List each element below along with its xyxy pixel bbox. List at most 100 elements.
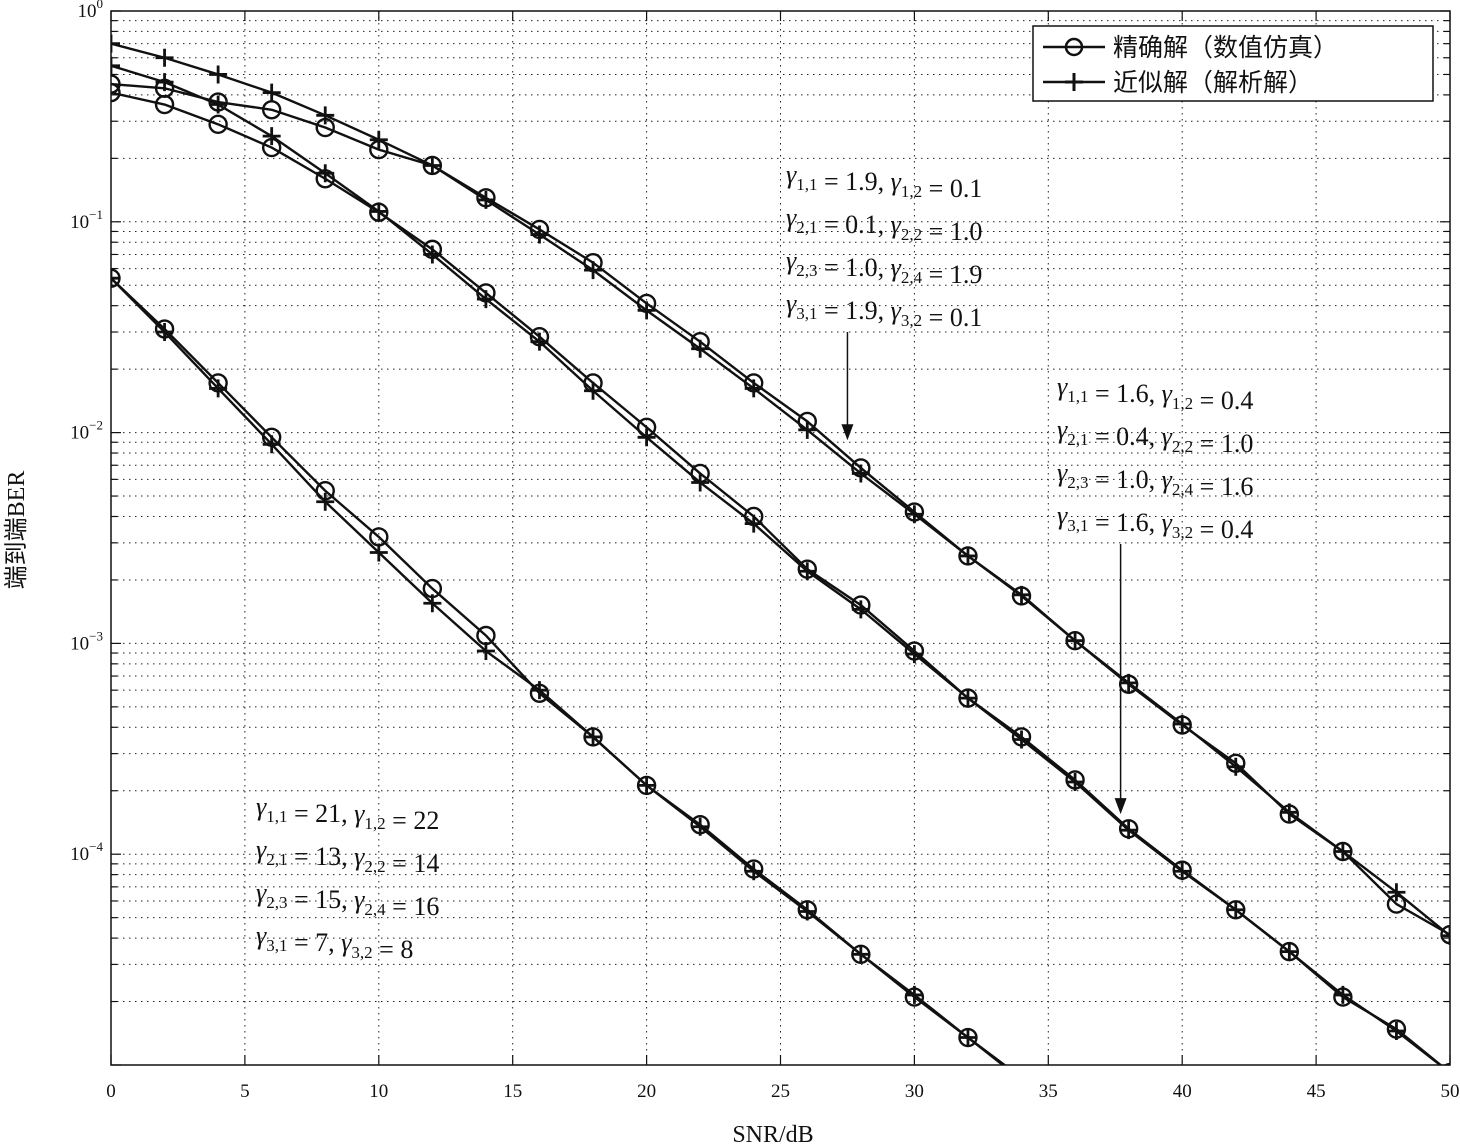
point-plus <box>905 985 924 1004</box>
x-tick-label: 10 <box>369 1081 388 1102</box>
series-C-circle <box>111 268 1030 1086</box>
point-plus <box>637 776 656 795</box>
x-tick-label: 45 <box>1307 1081 1326 1102</box>
point-plus <box>1066 631 1085 650</box>
point-plus <box>1226 900 1245 919</box>
point-plus <box>637 428 656 447</box>
point-plus <box>1280 803 1299 822</box>
annotation-line: γ2,1 = 13, γ2,2 = 14 <box>256 835 439 878</box>
point-plus <box>1119 673 1138 692</box>
point-plus <box>476 290 495 309</box>
point-plus <box>1387 1021 1406 1040</box>
point-plus <box>155 73 174 92</box>
x-tick-label: 0 <box>106 1081 116 1102</box>
y-tick-label: 10−1 <box>70 207 103 233</box>
grid <box>111 11 1450 1065</box>
point-circle <box>208 114 228 135</box>
point-plus <box>584 727 603 746</box>
point-plus <box>1173 714 1192 733</box>
point-plus <box>744 379 763 398</box>
point-plus <box>691 817 710 836</box>
point-plus <box>369 543 388 562</box>
legend-circle-marker <box>1064 37 1084 57</box>
point-plus <box>1387 883 1406 902</box>
point-circle <box>1013 1069 1030 1086</box>
y-tick-label: 100 <box>78 0 104 22</box>
point-plus <box>209 379 228 398</box>
point-plus <box>958 1028 977 1047</box>
point-plus <box>369 130 388 149</box>
point-plus <box>1226 757 1245 776</box>
series-B-plus <box>111 56 1450 1065</box>
point-plus <box>1333 842 1352 861</box>
point-plus <box>1119 821 1138 840</box>
point-plus <box>1012 585 1031 604</box>
annotation-line: γ2,3 = 15, γ2,4 = 16 <box>256 878 439 921</box>
point-plus <box>1173 862 1192 881</box>
point-plus <box>1066 773 1085 792</box>
y-tick-label: 10−2 <box>70 418 103 444</box>
series-C-plus <box>111 269 1005 1065</box>
y-tick-label: 10−4 <box>70 839 103 865</box>
point-plus <box>262 435 281 454</box>
point-plus <box>1280 942 1299 961</box>
annotation-block: γ1,1 = 1.9, γ1,2 = 0.1γ2,1 = 0.1, γ2,2 =… <box>786 160 982 441</box>
legend-label-approx: 近似解（解析解） <box>1113 68 1313 97</box>
x-tick-label: 25 <box>771 1081 790 1102</box>
x-tick-label: 20 <box>637 1081 656 1102</box>
point-plus <box>476 190 495 209</box>
legend-plus-marker <box>1065 73 1083 91</box>
point-plus <box>369 202 388 221</box>
point-plus <box>851 464 870 483</box>
series-line <box>111 277 1005 1065</box>
point-plus <box>316 106 335 125</box>
legend: 精确解（数值仿真） 近似解（解析解） <box>1032 25 1434 102</box>
point-plus <box>691 339 710 358</box>
point-plus <box>1441 926 1450 945</box>
point-plus <box>958 546 977 565</box>
point-plus <box>584 261 603 280</box>
y-axis-title: 端到端BER <box>3 471 30 590</box>
series-line <box>111 64 1443 1065</box>
annotation-line: γ3,1 = 1.6, γ3,2 = 0.4 <box>1057 501 1253 544</box>
point-circle <box>111 82 121 103</box>
annotation-line: γ2,3 = 1.0, γ2,4 = 1.9 <box>786 246 982 289</box>
point-plus <box>262 83 281 102</box>
series-line <box>111 277 1007 1065</box>
x-tick-label: 50 <box>1441 1081 1460 1102</box>
point-plus <box>691 473 710 492</box>
point-plus <box>584 381 603 400</box>
point-plus <box>476 642 495 661</box>
y-tick-label: 10−3 <box>70 628 103 654</box>
point-plus <box>316 492 335 511</box>
point-plus <box>209 95 228 114</box>
x-tick-label: 15 <box>503 1081 522 1102</box>
point-plus <box>851 600 870 619</box>
annotation-line: γ3,1 = 7, γ3,2 = 8 <box>256 921 413 964</box>
legend-label-exact: 精确解（数值仿真） <box>1113 33 1338 62</box>
annotation-line: γ2,1 = 0.4, γ2,2 = 1.0 <box>1057 415 1253 458</box>
annotations: γ1,1 = 1.9, γ1,2 = 0.1γ2,1 = 0.1, γ2,2 =… <box>256 160 1253 964</box>
annotation-arrow-head <box>841 424 854 441</box>
point-plus <box>851 945 870 964</box>
point-plus <box>798 902 817 921</box>
point-plus <box>744 862 763 881</box>
x-tick-label: 35 <box>1039 1081 1058 1102</box>
x-axis-title: SNR/dB <box>732 1122 813 1147</box>
point-plus <box>1448 1063 1450 1065</box>
point-plus <box>1012 730 1031 749</box>
annotation-arrow-head <box>1114 798 1127 815</box>
annotation-block: γ1,1 = 1.6, γ1,2 = 0.4γ2,1 = 0.4, γ2,2 =… <box>1057 372 1253 815</box>
point-circle <box>111 74 121 94</box>
point-plus <box>958 689 977 708</box>
point-plus <box>530 332 549 351</box>
annotation-line: γ1,1 = 1.6, γ1,2 = 0.4 <box>1057 372 1253 415</box>
point-plus <box>316 164 335 183</box>
legend-box <box>1032 25 1434 102</box>
annotation-line: γ3,1 = 1.9, γ3,2 = 0.1 <box>786 289 982 332</box>
point-plus <box>111 56 120 75</box>
point-plus <box>262 127 281 146</box>
annotation-line: γ2,3 = 1.0, γ2,4 = 1.6 <box>1057 458 1253 501</box>
point-plus <box>905 645 924 664</box>
